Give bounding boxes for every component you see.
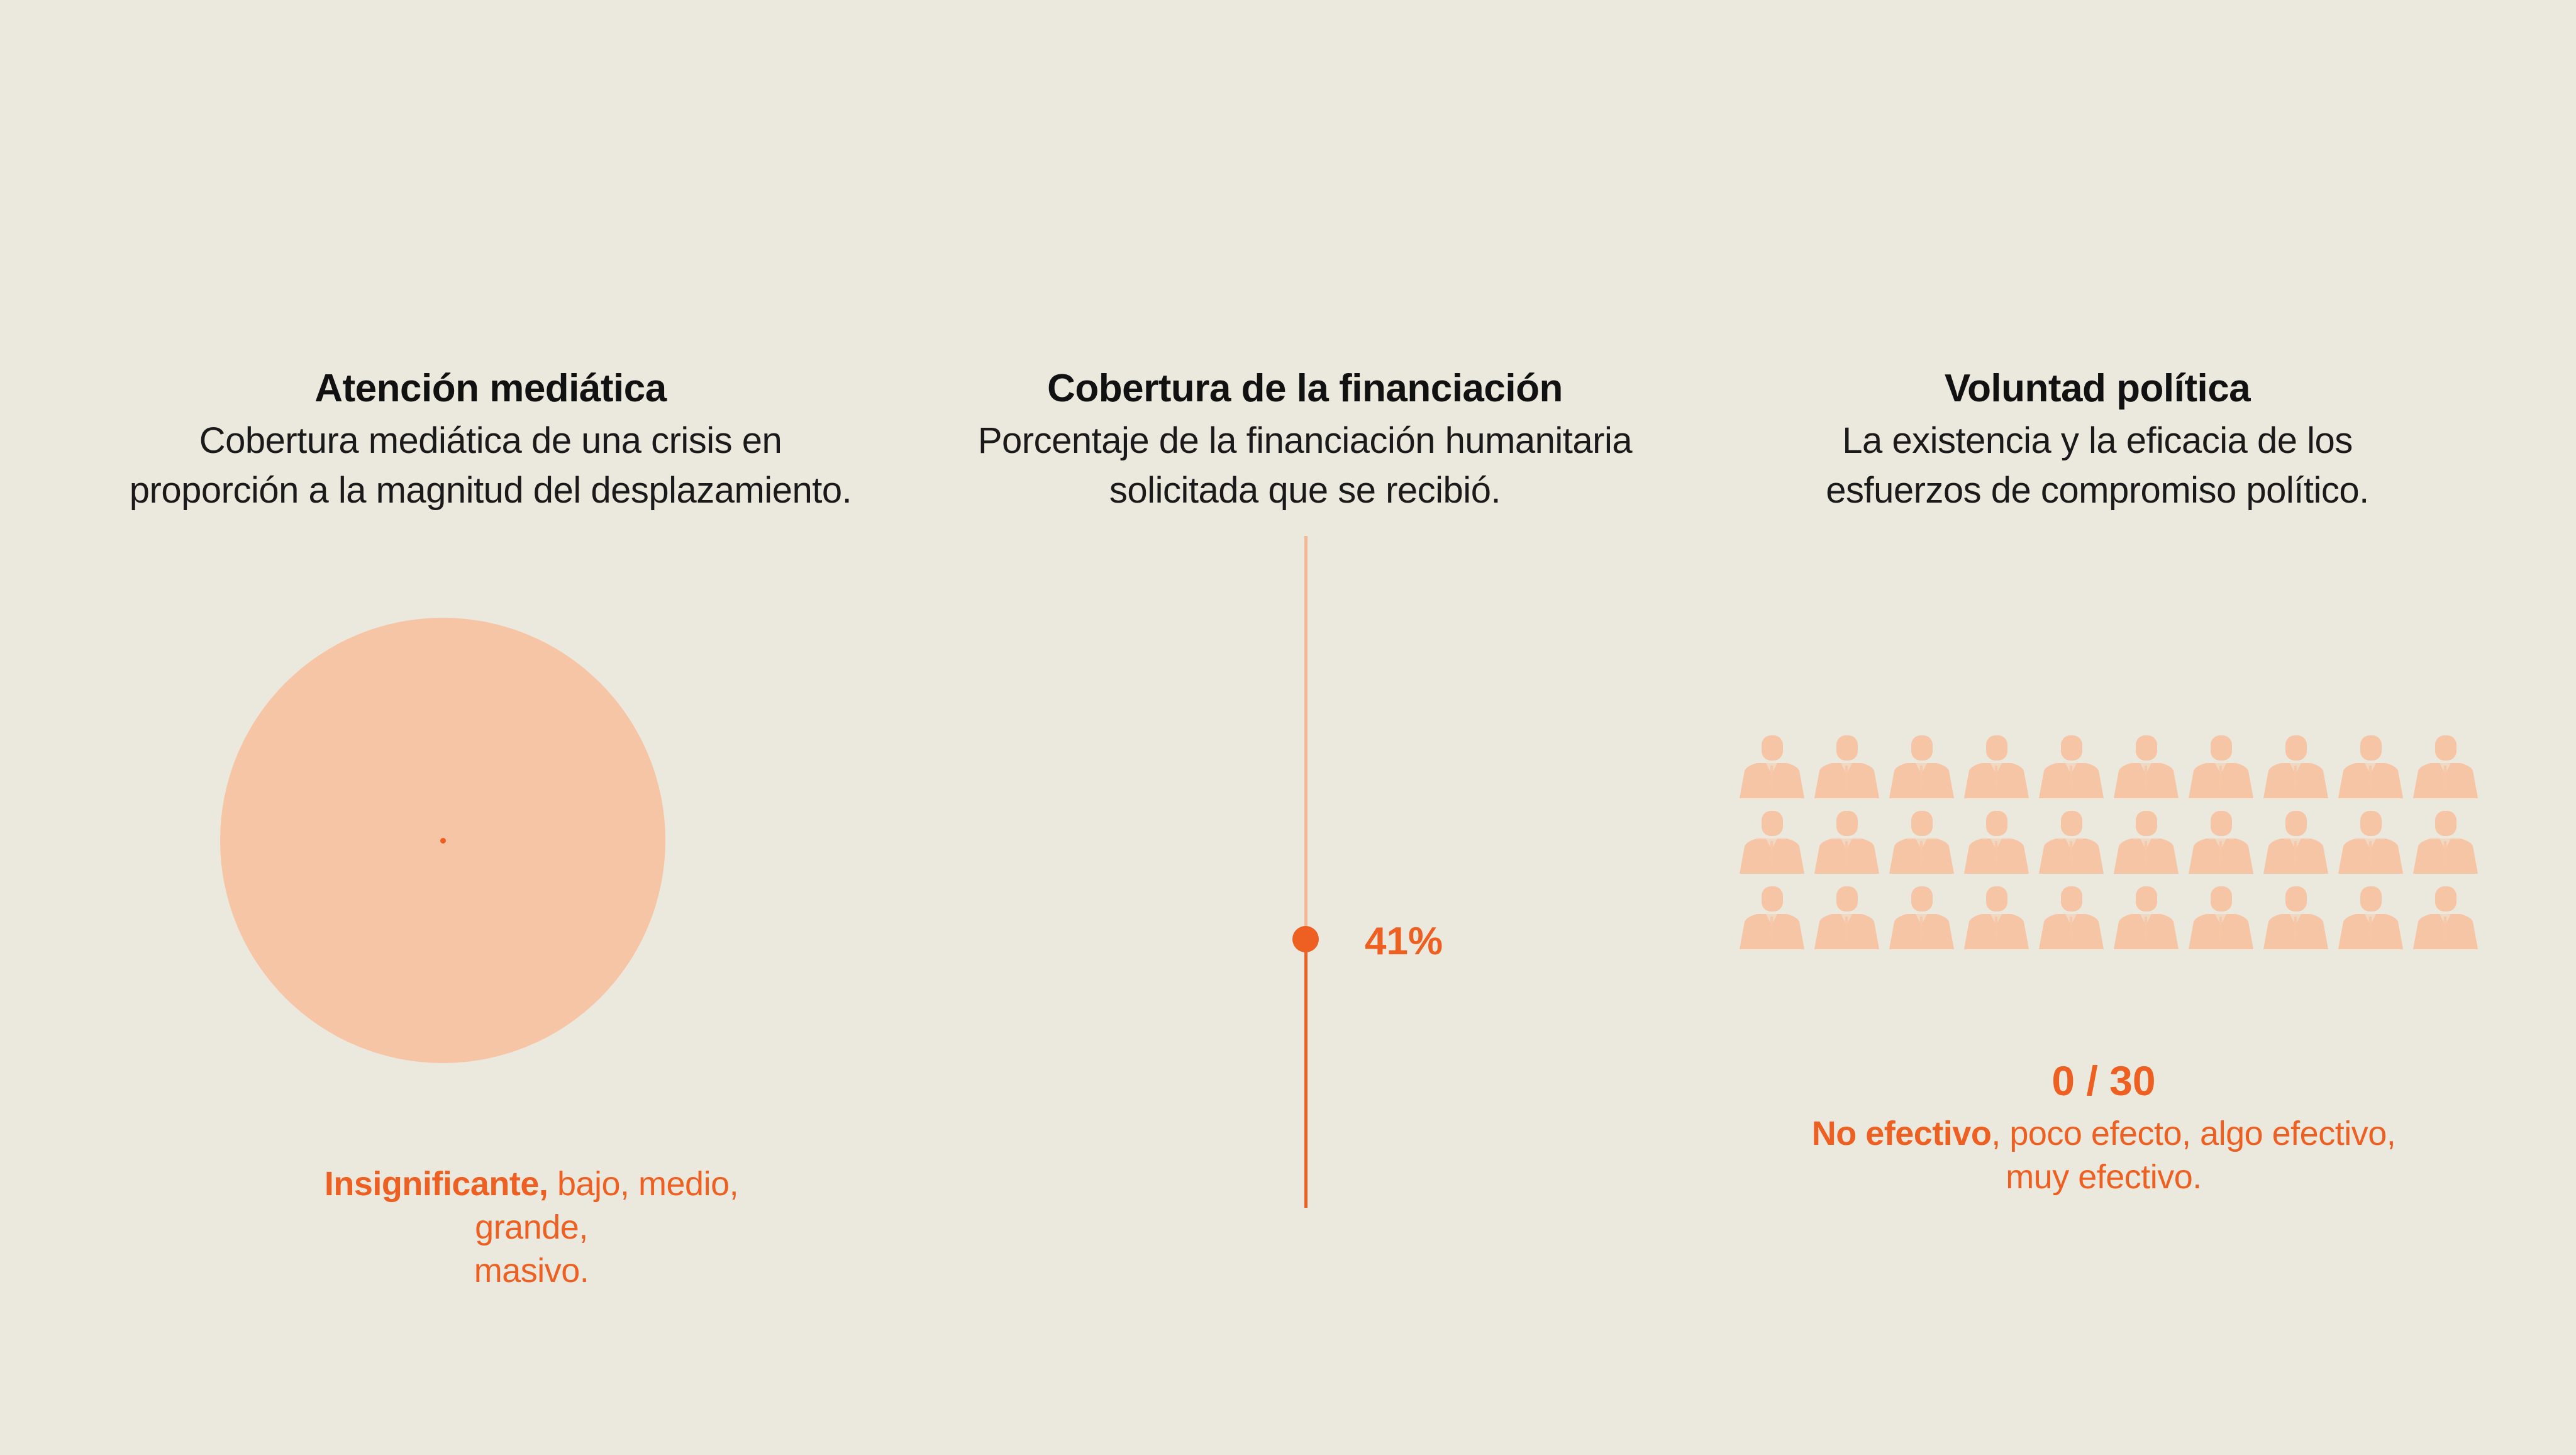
person-in-suit-icon (2263, 811, 2328, 874)
funding-coverage-header: Cobertura de la financiación Porcentaje … (912, 362, 1698, 515)
person-in-suit-icon (1814, 811, 1879, 874)
media-scale-other-levels-2: masivo. (474, 1252, 589, 1290)
media-magnitude-circle (220, 618, 665, 1063)
political-engagement-icon-grid (1738, 733, 2480, 949)
funding-coverage-subtitle-line1: Porcentaje de la financiación humanitari… (977, 420, 1633, 461)
person-in-suit-icon (2189, 886, 2253, 949)
media-attention-scale: Insignificante, bajo, medio, grande, mas… (296, 1162, 767, 1293)
political-scale-active-level: No efectivo (1811, 1115, 1992, 1152)
person-in-suit-icon (1889, 886, 1954, 949)
person-in-suit-icon (2189, 735, 2253, 798)
person-in-suit-icon (1964, 811, 2029, 874)
funding-coverage-subtitle-line2: solicitada que se recibió. (1109, 470, 1501, 511)
media-scale-other-levels: bajo, medio, grande, (475, 1165, 739, 1246)
person-in-suit-icon (2114, 811, 2179, 874)
person-in-suit-icon (1814, 886, 1879, 949)
person-in-suit-icon (2413, 886, 2478, 949)
person-in-suit-icon (1740, 811, 1804, 874)
media-attention-subtitle-line2: proporción a la magnitud del desplazamie… (129, 470, 852, 511)
funding-coverage-title: Cobertura de la financiación (1047, 367, 1563, 410)
person-in-suit-icon (1964, 735, 2029, 798)
person-in-suit-icon (2039, 886, 2104, 949)
person-in-suit-icon (2413, 735, 2478, 798)
funding-level-marker (1292, 926, 1319, 952)
political-will-header: Voluntad política La existencia y la efi… (1698, 362, 2497, 515)
funding-coverage-panel: Cobertura de la financiación Porcentaje … (912, 0, 1698, 1455)
media-attention-title: Atención mediática (314, 367, 667, 410)
person-in-suit-icon (2338, 811, 2403, 874)
person-in-suit-icon (2039, 735, 2104, 798)
person-in-suit-icon (2189, 811, 2253, 874)
media-coverage-dot (440, 838, 446, 844)
person-in-suit-icon (2114, 735, 2179, 798)
political-will-title: Voluntad política (1944, 367, 2251, 410)
person-in-suit-icon (1889, 811, 1954, 874)
media-attention-header: Atención mediática Cobertura mediática d… (75, 362, 906, 515)
person-in-suit-icon (1814, 735, 1879, 798)
person-in-suit-icon (2114, 886, 2179, 949)
political-will-subtitle-line1: La existencia y la eficacia de los (1842, 420, 2353, 461)
funding-track-unfunded (1304, 536, 1307, 939)
person-in-suit-icon (1964, 886, 2029, 949)
media-attention-panel: Atención mediática Cobertura mediática d… (75, 0, 906, 1455)
media-attention-subtitle-line1: Cobertura mediática de una crisis en (199, 420, 782, 461)
person-in-suit-icon (1740, 735, 1804, 798)
person-in-suit-icon (2338, 886, 2403, 949)
political-will-scale: No efectivo, poco efecto, algo efectivo,… (1783, 1112, 2424, 1199)
political-scale-other-levels-2: muy efectivo. (2006, 1158, 2202, 1196)
person-in-suit-icon (2338, 735, 2403, 798)
person-in-suit-icon (2413, 811, 2478, 874)
political-will-subtitle-line2: esfuerzos de compromiso político. (1826, 470, 2369, 511)
person-in-suit-icon (2263, 886, 2328, 949)
funding-track-funded (1304, 939, 1307, 1208)
political-scale-other-levels: , poco efecto, algo efectivo, (1991, 1115, 2396, 1152)
person-in-suit-icon (2263, 735, 2328, 798)
political-will-score: 0 / 30 (2051, 1057, 2156, 1104)
funding-percentage-label: 41% (1365, 920, 1443, 963)
political-will-panel: Voluntad política La existencia y la efi… (1698, 0, 2497, 1455)
person-in-suit-icon (1740, 886, 1804, 949)
person-in-suit-icon (2039, 811, 2104, 874)
person-in-suit-icon (1889, 735, 1954, 798)
media-scale-active-level: Insignificante, (324, 1165, 548, 1203)
